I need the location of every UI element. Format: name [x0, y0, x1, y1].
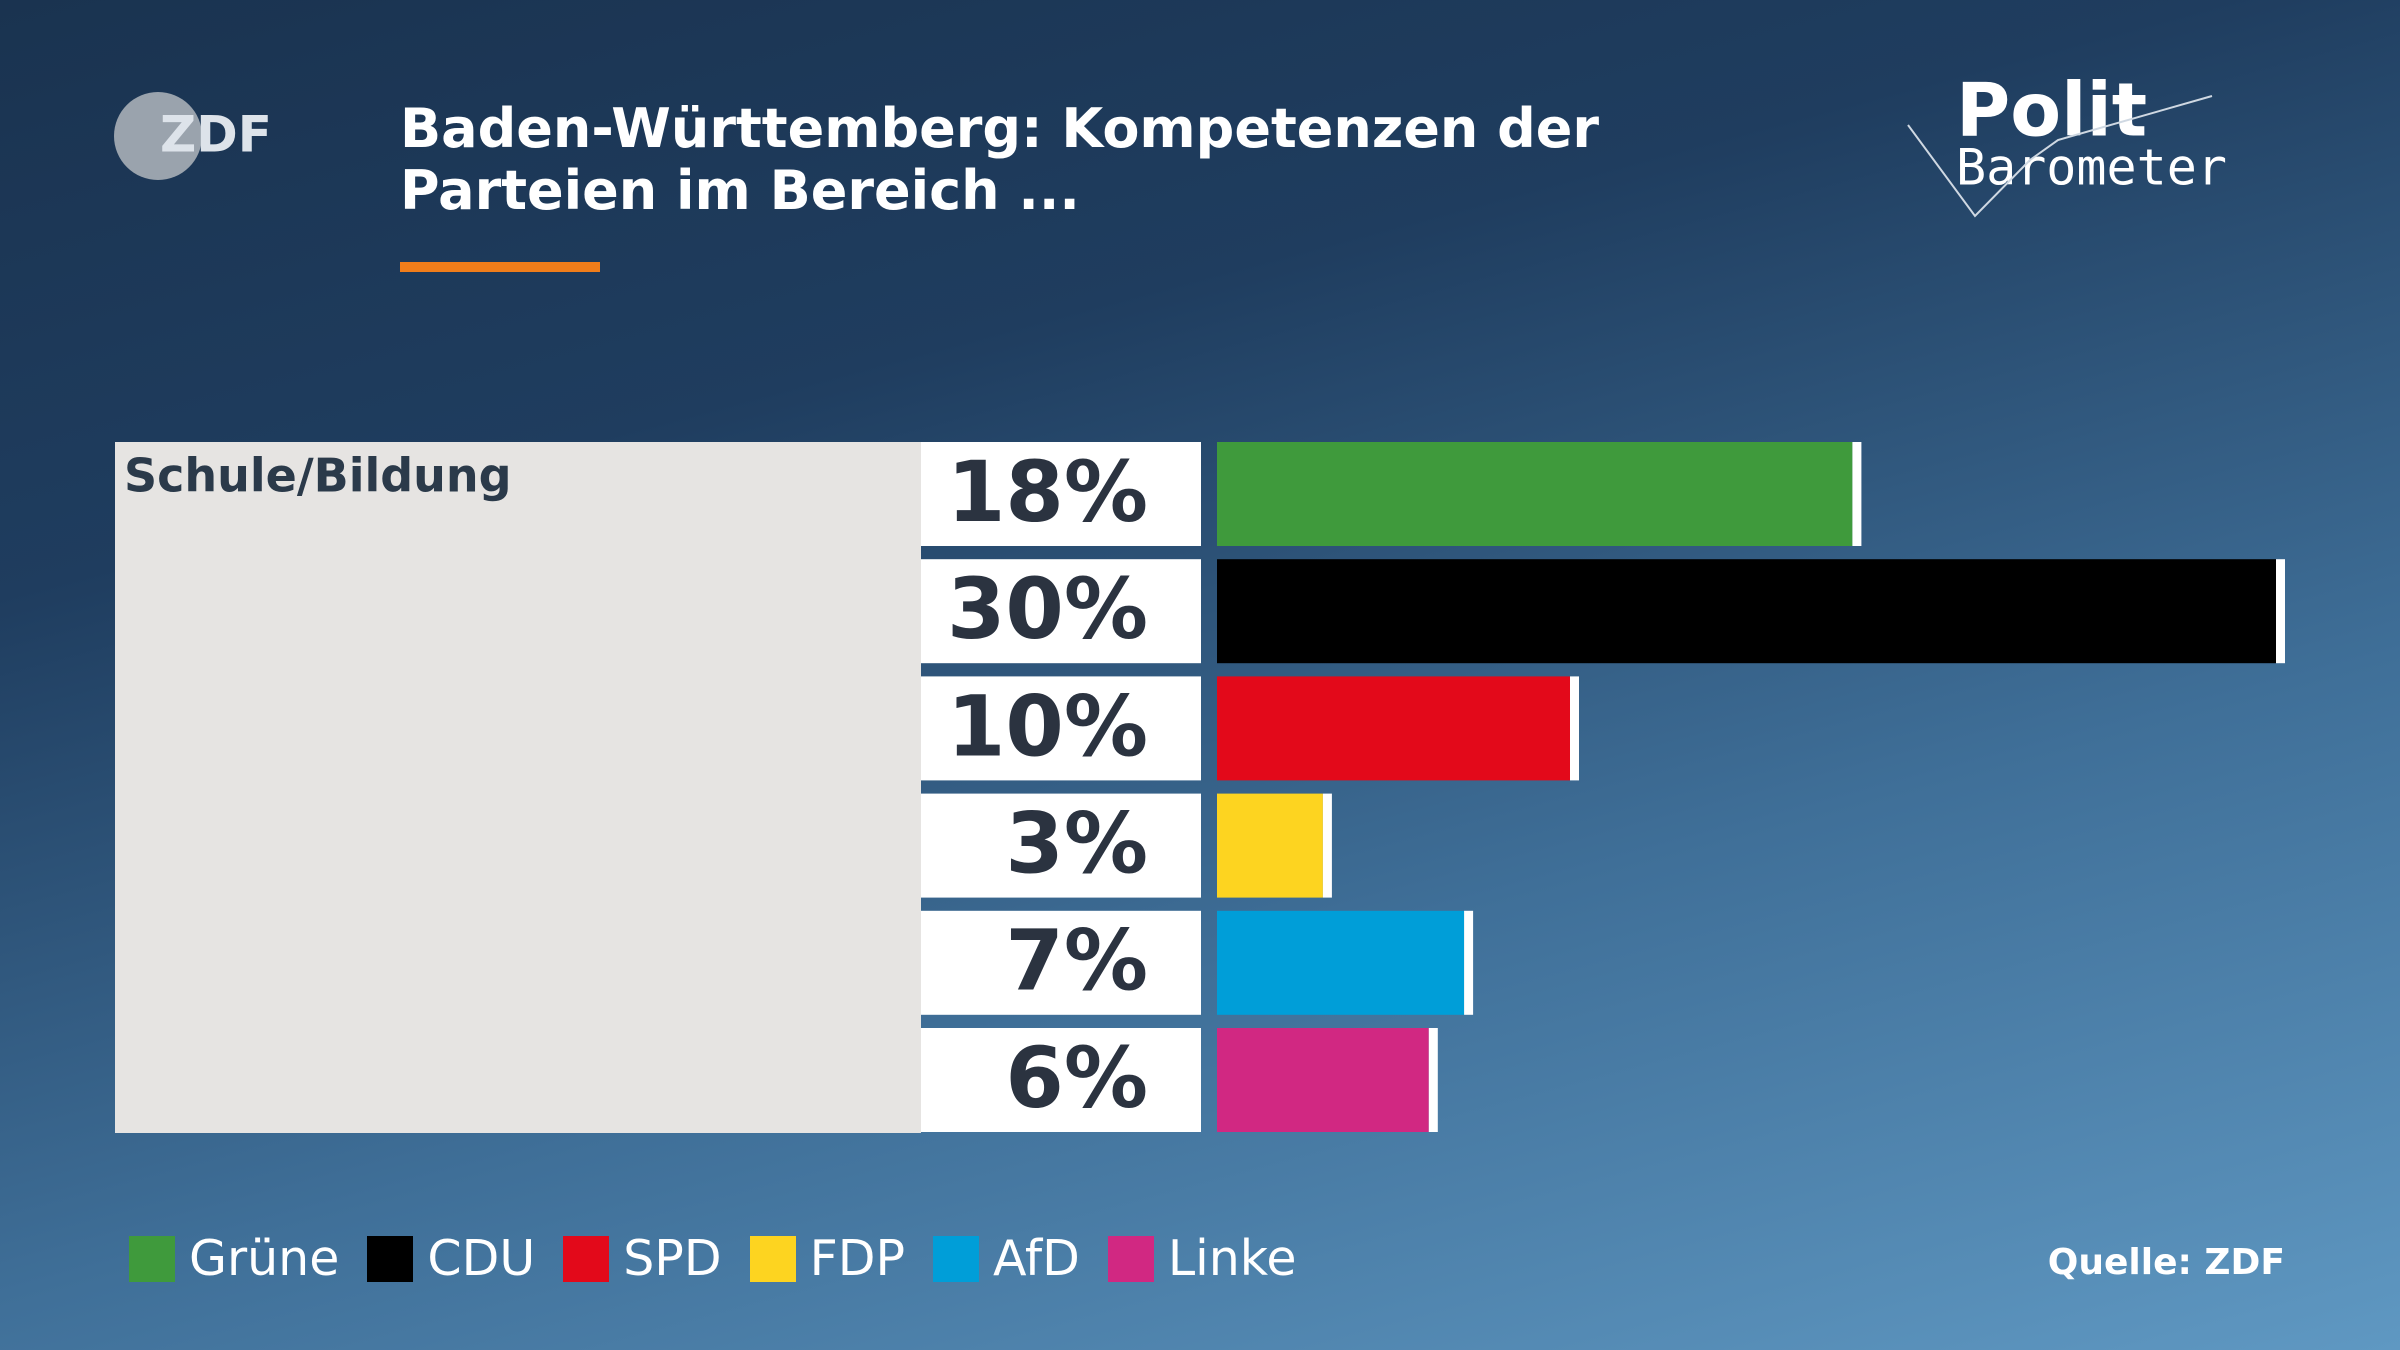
- legend-label: Grüne: [189, 1230, 340, 1287]
- legend-swatch: [1107, 1235, 1154, 1282]
- legend-label: SPD: [623, 1230, 722, 1287]
- legend-swatch: [129, 1235, 175, 1282]
- bar-cap: [1464, 910, 1474, 1015]
- bar-cap: [1322, 793, 1332, 898]
- brand-bottom: Barometer: [1956, 139, 2227, 197]
- value-label: 10%: [947, 677, 1148, 775]
- bar: [1217, 676, 1570, 781]
- bar-cap: [1570, 676, 1579, 781]
- logo-text: ZDF: [160, 106, 272, 164]
- bar: [1217, 910, 1465, 1015]
- value-box: [921, 910, 1201, 1015]
- legend-item: Linke: [1107, 1230, 1297, 1287]
- legend-swatch: [563, 1235, 610, 1282]
- legend: Grüne CDU SPD FDP AfD Linke: [129, 1230, 1325, 1287]
- legend-item: SPD: [563, 1230, 722, 1287]
- value-box: [921, 676, 1201, 781]
- legend-swatch: [933, 1235, 980, 1282]
- value-label: 7%: [1005, 912, 1148, 1010]
- value-label: 30%: [947, 560, 1148, 658]
- brand-top: Polit: [1956, 68, 2147, 154]
- bar: [1217, 442, 1853, 546]
- bar: [1217, 1028, 1429, 1132]
- legend-label: AfD: [993, 1230, 1080, 1287]
- value-label: 3%: [1005, 795, 1148, 893]
- value-box: [921, 559, 1201, 664]
- title-underline: [400, 262, 600, 272]
- category-label: Schule/Bildung: [124, 449, 512, 503]
- legend-label: CDU: [427, 1230, 536, 1287]
- legend-item: FDP: [749, 1230, 906, 1287]
- brand-check: [1907, 95, 2213, 218]
- legend-label: FDP: [809, 1230, 906, 1287]
- legend-label: Linke: [1167, 1230, 1297, 1287]
- legend-swatch: [367, 1235, 414, 1282]
- legend-item: AfD: [933, 1230, 1080, 1287]
- value-box: [921, 1028, 1201, 1132]
- value-box: [921, 793, 1201, 898]
- legend-item: CDU: [367, 1230, 535, 1287]
- bar: [1217, 559, 2276, 664]
- value-box: [921, 442, 1201, 546]
- bar: [1217, 793, 1323, 898]
- legend-swatch: [749, 1235, 796, 1282]
- source: Quelle: ZDF: [2048, 1242, 2285, 1283]
- category-panel: [115, 442, 921, 1133]
- bar-cap: [1852, 442, 1862, 546]
- legend-item: Grüne: [129, 1230, 339, 1287]
- value-label: 6%: [1005, 1029, 1148, 1127]
- bar-cap: [2276, 559, 2285, 664]
- value-label: 18%: [947, 443, 1148, 541]
- bar-cap: [1428, 1028, 1438, 1132]
- logo-circle: [114, 92, 202, 180]
- title: Baden-Württemberg: Kompetenzen der Parte…: [400, 97, 1600, 222]
